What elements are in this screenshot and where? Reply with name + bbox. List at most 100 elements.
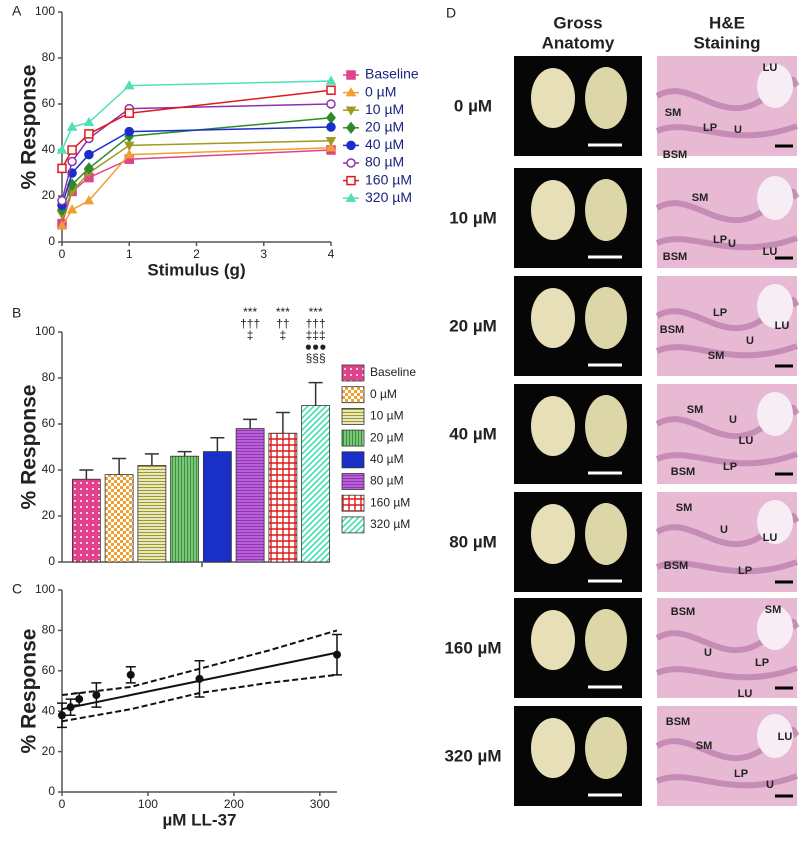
marker xyxy=(83,195,95,205)
x-tick-label: 2 xyxy=(193,247,200,261)
panel-label: A xyxy=(12,3,22,19)
tissue-label: SM xyxy=(708,350,725,362)
tissue-specimen xyxy=(531,396,575,456)
histology-texture xyxy=(655,618,800,681)
significance-mark: ‡ xyxy=(247,328,254,342)
lumen xyxy=(757,64,793,108)
bar xyxy=(301,405,331,563)
legend-label: 160 µM xyxy=(370,495,410,509)
tissue-label: U xyxy=(704,647,712,659)
tissue-specimen xyxy=(585,287,627,349)
significance-mark: *** xyxy=(276,305,290,319)
y-axis-label: % Response xyxy=(18,629,41,754)
marker xyxy=(346,140,356,151)
legend-swatch xyxy=(341,473,365,490)
marker xyxy=(345,192,357,202)
marker xyxy=(123,80,135,90)
bar xyxy=(104,474,134,563)
tissue-label: LP xyxy=(755,657,769,669)
tissue-label: LP xyxy=(723,461,737,473)
row-label: 320 µM xyxy=(444,746,501,765)
y-tick-label: 60 xyxy=(42,663,56,677)
y-tick-label: 0 xyxy=(48,234,55,248)
tissue-label: U xyxy=(746,335,754,347)
column-header: Gross xyxy=(553,13,602,32)
histology-texture xyxy=(655,296,800,359)
legend-swatch xyxy=(341,364,365,382)
significance-mark: ††† xyxy=(240,317,260,331)
tissue-label: LP xyxy=(738,565,752,577)
x-tick-label: 0 xyxy=(59,247,66,261)
legend-swatch xyxy=(341,429,365,447)
data-point xyxy=(66,703,75,712)
marker xyxy=(345,87,357,97)
row-label: 80 µM xyxy=(449,532,497,551)
tissue-label: U xyxy=(720,524,728,536)
x-tick-label: 300 xyxy=(310,797,330,811)
significance-mark: ‡‡‡ xyxy=(306,328,326,342)
legend-label: 40 µM xyxy=(370,452,404,466)
panel-label: D xyxy=(446,5,456,21)
marker xyxy=(346,70,356,80)
tissue-label: U xyxy=(766,779,774,791)
histology-texture xyxy=(655,404,800,467)
error-bar xyxy=(275,411,290,434)
tissue-label: LP xyxy=(713,234,727,246)
error-bar xyxy=(79,469,94,480)
bar xyxy=(137,464,167,563)
marker xyxy=(325,137,337,147)
tissue-label: U xyxy=(729,414,737,426)
histology-texture xyxy=(655,188,800,251)
tissue-label: LU xyxy=(775,320,790,332)
legend-swatch xyxy=(341,451,365,469)
x-axis-label: µM LL-37 xyxy=(162,810,236,829)
row-label: 20 µM xyxy=(449,316,497,335)
data-point xyxy=(92,691,101,700)
x-tick-label: 100 xyxy=(138,797,158,811)
histology-texture xyxy=(655,726,800,789)
significance-mark: *** xyxy=(309,305,323,319)
marker xyxy=(83,116,95,127)
marker xyxy=(325,142,337,152)
marker xyxy=(56,144,68,154)
bar xyxy=(268,432,298,563)
legend-label: 0 µM xyxy=(370,387,397,401)
tissue-label: LU xyxy=(739,435,754,447)
marker xyxy=(345,106,357,116)
tissue-label: LU xyxy=(763,246,778,258)
x-tick-label: 0 xyxy=(59,797,66,811)
legend-label: 320 µM xyxy=(365,189,412,205)
tissue-label: BSM xyxy=(664,560,688,572)
lumen xyxy=(757,392,793,436)
marker xyxy=(57,163,67,174)
tissue-label: BSM xyxy=(666,716,690,728)
x-tick-label: 1 xyxy=(126,247,133,261)
legend-label: 80 µM xyxy=(370,474,404,488)
tissue-specimen xyxy=(585,717,627,779)
data-point xyxy=(126,670,135,679)
marker xyxy=(57,195,67,206)
tissue-label: BSM xyxy=(671,606,695,618)
legend-label: Baseline xyxy=(370,365,416,379)
significance-mark: ●●● xyxy=(305,340,327,354)
row-label: 40 µM xyxy=(449,424,497,443)
y-tick-label: 20 xyxy=(42,188,56,202)
data-point xyxy=(333,650,341,659)
legend-label: 10 µM xyxy=(365,101,404,117)
legend-swatch xyxy=(341,516,365,534)
tissue-label: BSM xyxy=(663,251,687,263)
y-tick-label: 100 xyxy=(35,4,55,18)
legend-label: Baseline xyxy=(365,66,419,82)
tissue-specimen xyxy=(531,610,575,670)
marker xyxy=(84,129,94,139)
tissue-label: SM xyxy=(665,107,682,119)
error-bar xyxy=(210,437,225,452)
marker xyxy=(67,156,77,167)
row-label: 0 µM xyxy=(454,96,492,115)
y-tick-label: 100 xyxy=(35,324,55,338)
legend-label: 320 µM xyxy=(370,517,410,531)
y-tick-label: 60 xyxy=(42,416,56,430)
y-tick-label: 80 xyxy=(42,370,56,384)
data-point xyxy=(195,674,204,683)
tissue-specimen xyxy=(531,180,575,240)
